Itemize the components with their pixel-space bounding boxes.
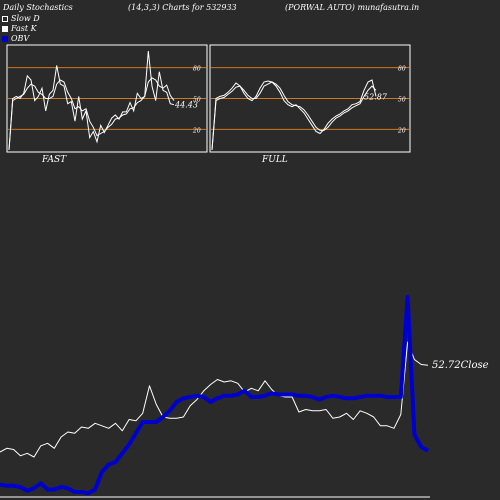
close-last-value-label: 52.72Close (432, 360, 489, 371)
chart-title: Daily Stochastics (3, 3, 73, 12)
legend-label-obv: OBV (11, 34, 30, 43)
legend-item-slow-d: Slow D (2, 14, 40, 24)
legend-label-slow-d: Slow D (11, 14, 40, 23)
fast-slow-d-line (8, 77, 175, 151)
chart-params: (14,3,3) Charts for 532933 (128, 3, 237, 12)
fast-last-value-label: 44.43 (174, 101, 198, 110)
full-full-d-line (211, 81, 377, 151)
legend-item-obv: OBV (2, 34, 40, 44)
legend-swatch-slow-d (2, 16, 8, 22)
legend: Slow D Fast K OBV (2, 14, 40, 44)
full-level-label-80: 80 (398, 66, 406, 73)
fast-panel-title: FAST (41, 155, 67, 165)
fast-level-label-50: 50 (193, 97, 201, 104)
close-line (0, 341, 429, 458)
legend-swatch-obv (2, 36, 8, 42)
fast-fast-k-line (8, 51, 175, 151)
legend-label-fast-k: Fast K (11, 24, 37, 33)
fast-panel-border (6, 44, 208, 153)
fast-level-label-20: 20 (192, 127, 201, 134)
full-full-k-line (211, 79, 377, 151)
full-panel-title: FULL (261, 155, 288, 165)
price-obv-panel: 52.72Close (0, 295, 489, 498)
full-last-value-label: 52.87 (364, 92, 388, 101)
fast-stochastic-panel: FAST 20 50 80 44.43 (6, 44, 208, 165)
full-panel-border (209, 44, 411, 153)
obv-line (0, 295, 429, 496)
full-level-label-50: 50 (398, 97, 406, 104)
legend-swatch-fast-k (2, 26, 8, 32)
fast-level-label-80: 80 (193, 66, 201, 73)
company-name: (PORWAL AUTO) munafasutra.in (285, 3, 420, 12)
full-stochastic-panel: FULL 20 50 80 52.87 (209, 44, 411, 165)
legend-item-fast-k: Fast K (2, 24, 40, 34)
full-level-label-20: 20 (397, 127, 406, 134)
